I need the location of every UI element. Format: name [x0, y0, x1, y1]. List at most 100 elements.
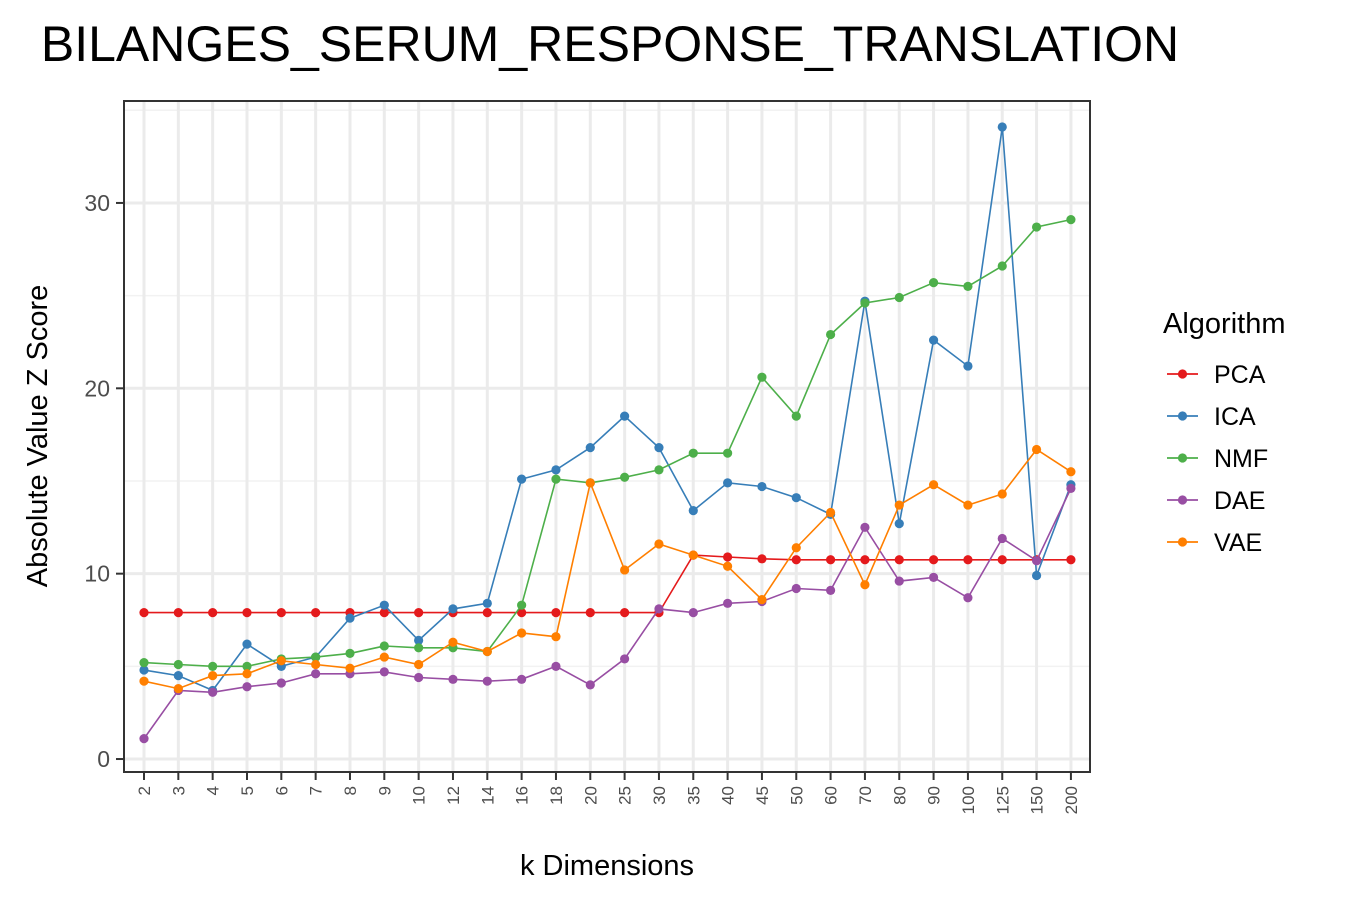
data-point-pca: [208, 607, 218, 618]
data-point-nmf: [894, 292, 904, 303]
x-tick-label: 20: [581, 786, 600, 805]
data-point-nmf: [860, 298, 870, 308]
y-tick-label: 30: [84, 190, 110, 216]
data-point-ica: [688, 506, 698, 516]
data-point-nmf: [345, 648, 355, 658]
data-point-vae: [208, 671, 218, 681]
data-point-pca: [379, 607, 389, 618]
data-point-ica: [620, 411, 630, 421]
data-point-dae: [379, 667, 389, 677]
x-tick-label: 25: [616, 786, 635, 805]
legend-key-point-ica: [1177, 411, 1188, 421]
x-axis: 2 3 4 5 6 7 8 9 10 12 14 16 18 20 25 30 35 40 45 50 60 70 80 90…: [135, 772, 1081, 814]
data-point-nmf: [551, 474, 561, 484]
data-point-pca: [894, 555, 904, 565]
data-point-nmf: [997, 261, 1007, 271]
data-point-vae: [242, 669, 252, 679]
data-point-ica: [894, 519, 904, 529]
data-point-nmf: [963, 281, 973, 291]
data-point-vae: [826, 507, 836, 518]
data-point-ica: [757, 481, 767, 492]
x-tick-label: 6: [272, 786, 291, 795]
data-point-vae: [860, 580, 870, 590]
x-tick-label: 60: [822, 786, 841, 805]
data-point-pca: [414, 607, 424, 618]
data-point-ica: [928, 335, 939, 345]
series-line-vae: [143, 448, 1072, 690]
data-point-vae: [276, 656, 286, 666]
data-point-dae: [448, 674, 458, 684]
data-point-dae: [551, 661, 561, 671]
series-line-ica: [143, 126, 1072, 692]
data-point-ica: [379, 600, 389, 610]
legend-key-point-nmf: [1177, 453, 1188, 463]
data-point-pca: [723, 552, 733, 562]
x-axis-title: k Dimensions: [520, 850, 694, 882]
data-point-dae: [208, 687, 218, 697]
data-point-pca: [826, 555, 836, 565]
data-point-ica: [1031, 570, 1042, 581]
data-point-vae: [551, 632, 561, 642]
data-point-nmf: [517, 600, 527, 610]
data-point-pca: [482, 607, 492, 618]
x-tick-label: 40: [719, 786, 738, 805]
data-point-dae: [1066, 483, 1076, 494]
x-tick-label: 4: [204, 786, 223, 795]
y-tick-label: 20: [84, 375, 110, 401]
data-point-vae: [963, 500, 973, 510]
data-point-pca: [173, 607, 183, 618]
data-point-vae: [654, 539, 664, 549]
data-point-vae: [723, 561, 733, 571]
data-point-nmf: [654, 465, 664, 475]
data-point-nmf: [1066, 215, 1076, 225]
x-tick-label: 9: [375, 786, 394, 795]
data-point-dae: [963, 593, 973, 603]
legend-key-point-vae: [1177, 537, 1188, 547]
x-tick-label: 2: [135, 786, 154, 795]
data-point-dae: [276, 678, 286, 688]
data-point-nmf: [757, 372, 767, 382]
data-point-vae: [791, 543, 801, 553]
data-point-vae: [894, 500, 904, 510]
data-point-ica: [723, 478, 733, 488]
x-tick-label: 18: [547, 786, 566, 805]
data-point-nmf: [311, 652, 321, 662]
data-point-vae: [757, 595, 767, 605]
data-point-pca: [757, 554, 767, 564]
data-point-vae: [379, 652, 389, 662]
data-point-ica: [345, 613, 355, 623]
data-point-nmf: [1031, 222, 1042, 232]
legend-key-point-pca: [1177, 369, 1188, 379]
data-point-dae: [311, 669, 321, 679]
x-tick-label: 7: [307, 786, 326, 795]
data-point-ica: [517, 474, 527, 484]
data-point-pca: [963, 555, 973, 565]
x-tick-label: 50: [787, 786, 806, 805]
data-point-ica: [791, 493, 801, 503]
x-tick-label: 5: [238, 786, 257, 795]
y-axis-title: Absolute Value Z Score: [22, 285, 54, 588]
data-point-pca: [311, 607, 321, 618]
x-tick-label: 16: [513, 786, 532, 805]
data-point-dae: [414, 672, 424, 683]
data-point-pca: [139, 607, 149, 618]
data-point-vae: [997, 489, 1007, 499]
series-line-nmf: [143, 218, 1072, 668]
data-point-pca: [242, 607, 252, 618]
x-tick-label: 70: [856, 786, 875, 805]
plot-border: [123, 100, 1091, 773]
x-tick-label: 3: [169, 786, 188, 795]
y-axis: 0 10 20 30: [84, 190, 124, 772]
data-point-pca: [860, 555, 870, 565]
data-point-dae: [791, 583, 801, 594]
legend-title: Algorithm: [1163, 308, 1286, 340]
data-point-pca: [791, 555, 801, 565]
data-point-ica: [551, 465, 561, 475]
x-tick-label: 14: [478, 786, 497, 805]
data-point-pca: [517, 607, 527, 618]
data-point-nmf: [791, 411, 801, 421]
data-point-dae: [482, 676, 492, 686]
data-point-dae: [723, 598, 733, 608]
x-tick-label: 8: [341, 786, 360, 795]
y-tick-label: 10: [84, 561, 110, 587]
